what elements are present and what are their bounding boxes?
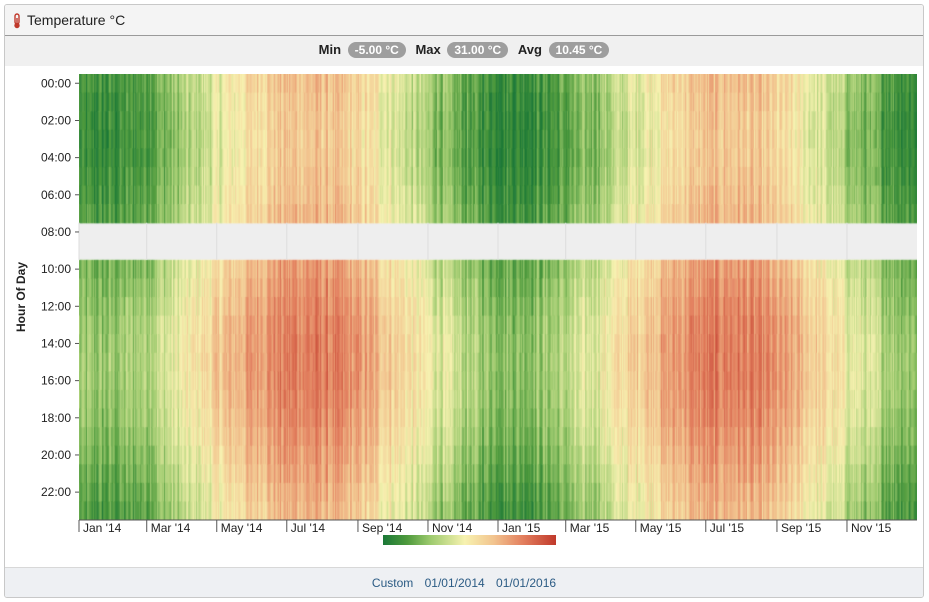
y-tick-label: 08:00 <box>41 225 71 239</box>
x-tick-label: Mar '15 <box>570 521 610 535</box>
y-axis-label: Hour Of Day <box>14 262 28 332</box>
y-tick-label: 10:00 <box>41 262 71 276</box>
color-legend-bar <box>383 535 556 545</box>
min-label: Min <box>318 42 342 57</box>
temperature-panel: Temperature °C Min -5.00 °C Max 31.00 °C… <box>4 4 924 598</box>
x-tick-label: Jul '14 <box>291 521 326 535</box>
panel-title: Temperature °C <box>27 12 126 28</box>
y-tick-label: 20:00 <box>41 448 71 462</box>
stats-bar: Min -5.00 °C Max 31.00 °C Avg 10.45 °C <box>5 36 923 66</box>
x-tick-label: Nov '15 <box>851 521 892 535</box>
x-tick-label: May '14 <box>221 521 263 535</box>
y-tick-label: 16:00 <box>41 374 71 388</box>
min-value-badge: -5.00 °C <box>347 42 406 58</box>
x-tick-label: Jan '14 <box>83 521 122 535</box>
x-tick-label: Mar '14 <box>151 521 191 535</box>
thermometer-icon <box>14 13 20 29</box>
y-tick-label: 06:00 <box>41 188 71 202</box>
x-tick-label: Sep '15 <box>781 521 822 535</box>
y-tick-label: 14:00 <box>41 336 71 350</box>
y-tick-label: 04:00 <box>41 151 71 165</box>
y-tick-label: 02:00 <box>41 113 71 127</box>
max-value-badge: 31.00 °C <box>447 42 509 58</box>
range-preset-link[interactable]: Custom <box>371 576 414 590</box>
x-tick-label: Nov '14 <box>432 521 473 535</box>
y-tick-label: 22:00 <box>41 485 71 499</box>
temperature-heatmap[interactable]: Jan '14 Mar '14 May '14 Jul '14 Sep '14 Nov '… <box>5 5 923 545</box>
y-tick-label: 12:00 <box>41 299 71 313</box>
date-range-footer: Custom 01/01/2014 01/01/2016 <box>5 567 923 597</box>
y-tick-label: 18:00 <box>41 411 71 425</box>
y-tick-label: 00:00 <box>41 76 71 90</box>
start-date-link[interactable]: 01/01/2014 <box>424 576 485 590</box>
x-tick-label: Jan '15 <box>502 521 541 535</box>
x-tick-label: Jul '15 <box>710 521 745 535</box>
heatmap-cells <box>79 74 917 520</box>
panel-header: Temperature °C <box>5 5 923 36</box>
x-tick-label: May '15 <box>640 521 682 535</box>
avg-label: Avg <box>517 42 542 57</box>
x-tick-label: Sep '14 <box>362 521 403 535</box>
end-date-link[interactable]: 01/01/2016 <box>496 576 557 590</box>
max-label: Max <box>415 42 441 57</box>
avg-value-badge: 10.45 °C <box>548 42 610 58</box>
